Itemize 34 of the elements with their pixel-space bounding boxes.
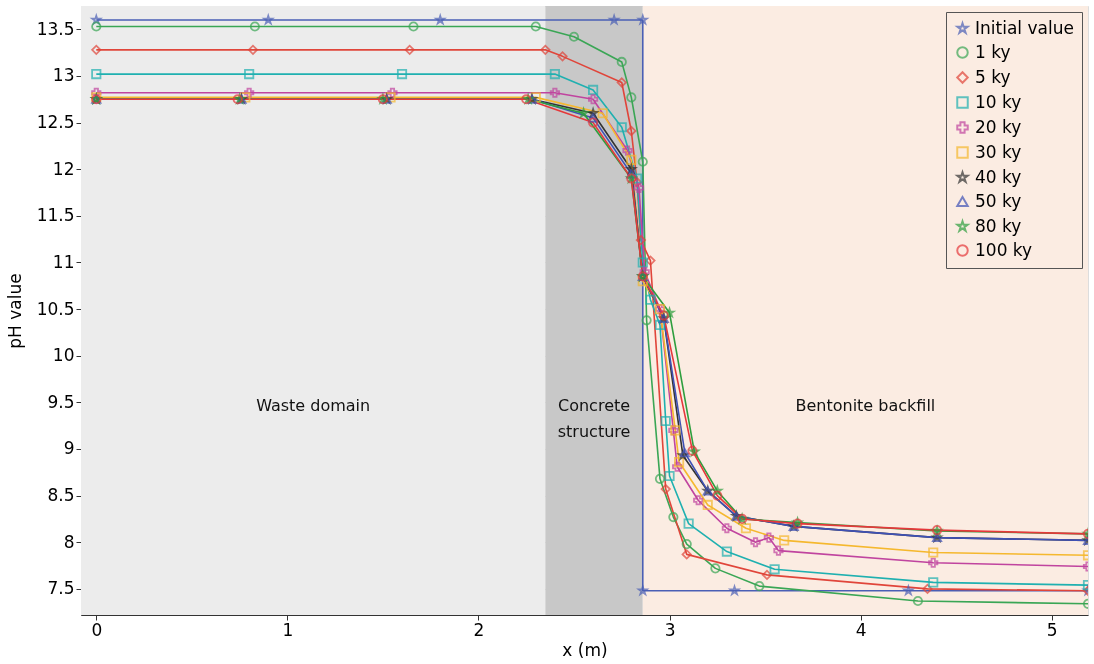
x-tick-label: 5 — [1046, 619, 1058, 640]
x-tick-label: 0 — [91, 619, 103, 640]
legend-label: Initial value — [975, 17, 1074, 38]
legend-label: 30 ky — [975, 141, 1022, 162]
x-tick-label: 4 — [855, 619, 867, 640]
y-tick-label: 13.5 — [36, 18, 75, 39]
y-tick-label: 13 — [52, 65, 75, 86]
legend-label: 10 ky — [975, 91, 1022, 112]
legend-label: 1 ky — [975, 41, 1011, 62]
band-label: Waste domain — [256, 396, 371, 415]
legend-label: 5 ky — [975, 66, 1011, 87]
y-tick-label: 8.5 — [47, 485, 75, 506]
legend-label: 20 ky — [975, 116, 1022, 137]
legend-label: 40 ky — [975, 166, 1022, 187]
y-tick-label: 10.5 — [36, 298, 75, 319]
y-tick-label: 7.5 — [47, 578, 75, 599]
y-tick-label: 9.5 — [47, 391, 75, 412]
y-axis-title: pH value — [4, 273, 25, 349]
band-label: Bentonite backfill — [795, 396, 936, 415]
y-tick-label: 12.5 — [36, 112, 75, 133]
y-tick-label: 10 — [52, 345, 75, 366]
y-tick-label: 9 — [63, 438, 75, 459]
y-tick-label: 8 — [63, 531, 75, 552]
x-tick-label: 3 — [664, 619, 676, 640]
x-tick-label: 1 — [282, 619, 294, 640]
x-axis-title: x (m) — [562, 639, 608, 660]
y-tick-label: 12 — [52, 158, 75, 179]
legend-label: 80 ky — [975, 215, 1022, 236]
y-tick-label: 11.5 — [36, 205, 75, 226]
x-tick-label: 2 — [473, 619, 485, 640]
y-tick-label: 11 — [52, 251, 75, 272]
legend-label: 50 ky — [975, 190, 1022, 211]
legend-label: 100 ky — [975, 239, 1033, 260]
band-label: Concrete structure — [557, 396, 631, 441]
